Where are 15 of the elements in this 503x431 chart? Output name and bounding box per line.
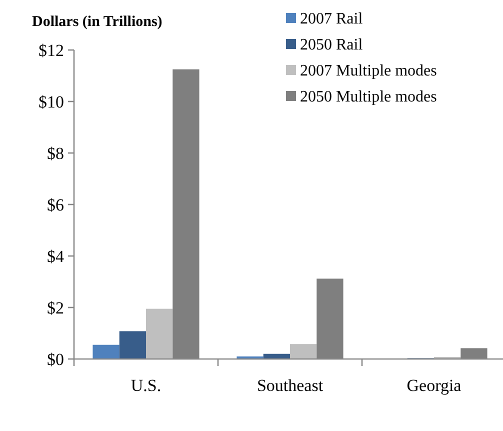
y-tick-label: $2 [47,298,64,318]
x-tick-label: Southeast [256,376,324,395]
y-tick-label: $8 [47,144,64,163]
y-tick-label: $6 [47,195,64,214]
y-axis-title: Dollars (in Trillions) [32,14,162,30]
legend-label: 2050 Multiple modes [300,88,437,106]
x-tick-label: U.S. [130,376,162,395]
y-tick-label: $4 [47,246,64,266]
x-tick-label: Georgia [406,376,462,395]
y-tick-label: $12 [38,40,64,60]
legend-label: 2050 Rail [300,36,364,54]
legend-label: 2007 Multiple modes [300,62,437,80]
y-tick-label: $0 [47,350,64,369]
y-tick-label: $10 [38,92,64,112]
legend-label: 2007 Rail [300,10,364,28]
